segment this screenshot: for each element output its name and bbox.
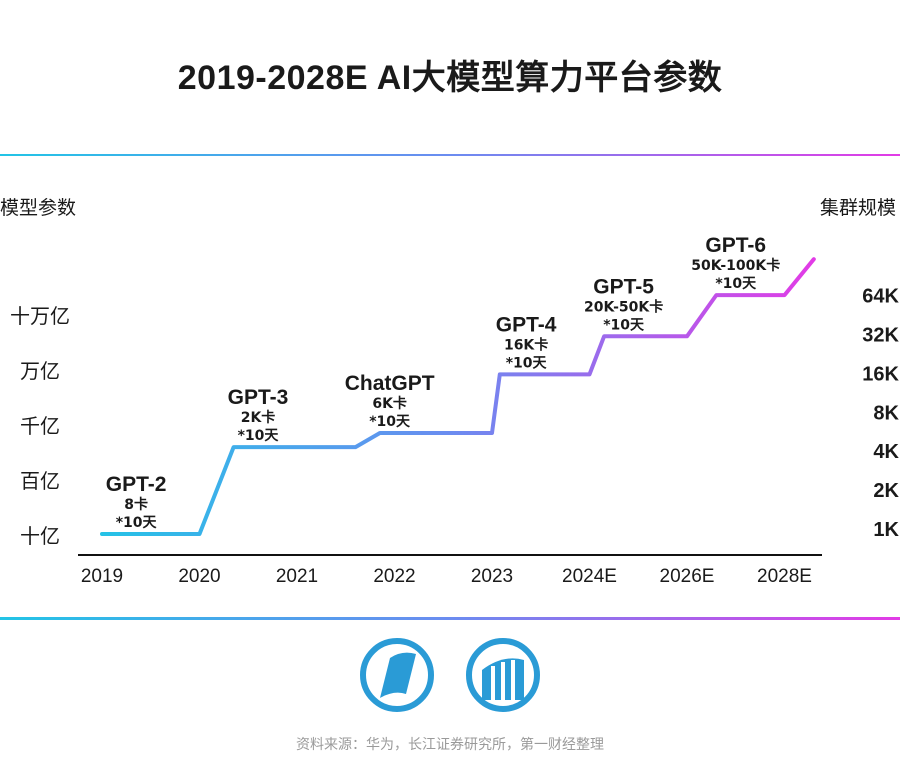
annotation-model-name: GPT-5: [593, 275, 654, 298]
left-axis-title: 模型参数: [0, 198, 77, 219]
left-y-tick-label: 万亿: [20, 359, 60, 383]
right-y-tick-label: 8K: [873, 402, 899, 424]
annotation-model-name: GPT-4: [496, 313, 557, 336]
series-line: [100, 257, 816, 536]
top-divider: [0, 154, 900, 156]
annotation-card-count: 20K-50K卡: [584, 298, 663, 315]
x-tick-label: 2023: [471, 566, 513, 587]
left-y-tick-label: 十亿: [20, 524, 60, 548]
annotation-model-name: ChatGPT: [345, 372, 435, 395]
right-y-tick-label: 16K: [862, 363, 899, 385]
right-y-tick-label: 1K: [873, 519, 899, 541]
x-tick-label: 2024E: [562, 566, 617, 587]
annotation-card-count: 6K卡: [372, 395, 407, 412]
left-y-tick-label: 十万亿: [10, 304, 70, 328]
annotation-duration: *10天: [116, 515, 158, 531]
annotation-duration: *10天: [715, 276, 757, 292]
annotation-duration: *10天: [506, 355, 548, 371]
x-tick-label: 2020: [178, 566, 220, 587]
annotation-card-count: 50K-100K卡: [691, 257, 780, 274]
right-y-tick-label: 4K: [873, 441, 899, 463]
right-y-tick-label: 2K: [873, 480, 899, 502]
x-tick-label: 2022: [373, 566, 415, 587]
annotation-card-count: 8卡: [124, 496, 148, 513]
source-logo-left-icon: [360, 638, 434, 712]
bottom-divider: [0, 617, 900, 620]
annotation-card-count: 2K卡: [241, 409, 276, 426]
left-y-tick-label: 百亿: [20, 469, 60, 493]
x-tick-label: 2021: [276, 566, 318, 587]
right-y-tick-label: 32K: [862, 325, 899, 347]
right-axis-title: 集群规模: [819, 198, 896, 219]
x-tick-label: 2019: [81, 566, 123, 587]
left-y-tick-label: 千亿: [20, 414, 60, 438]
annotation-duration: *10天: [369, 414, 411, 430]
step-chart: 2019 2020 2021 2022 2023 2024E 2026E 2028E 十亿 百亿 千…: [10, 234, 900, 587]
right-y-tick-label: 64K: [862, 286, 899, 308]
annotation-model-name: GPT-6: [705, 234, 766, 257]
annotation-card-count: 16K卡: [504, 336, 548, 353]
x-tick-label: 2028E: [757, 566, 812, 587]
source-note: 资料来源：华为，长江证券研究所，第一财经整理: [296, 736, 604, 752]
x-tick-label: 2026E: [660, 566, 715, 587]
annotation-duration: *10天: [238, 428, 280, 444]
annotation-model-name: GPT-2: [106, 473, 167, 496]
annotation-model-name: GPT-3: [228, 386, 289, 409]
annotation-duration: *10天: [603, 317, 645, 333]
chart-title: 2019-2028E AI大模型算力平台参数: [177, 59, 723, 97]
source-logo-right-icon: [466, 638, 540, 712]
